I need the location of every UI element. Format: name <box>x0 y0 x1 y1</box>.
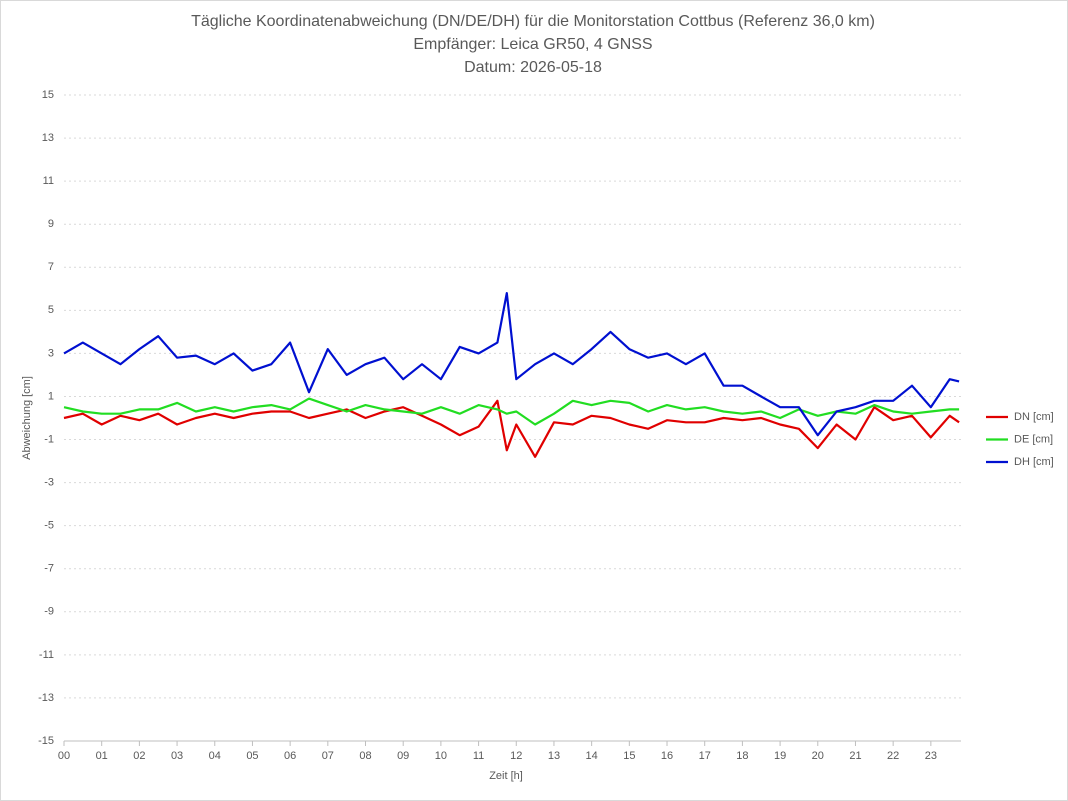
x-tick-label: 22 <box>887 750 899 762</box>
x-tick-label: 18 <box>736 750 748 762</box>
x-tick-label: 04 <box>209 750 221 762</box>
series-line <box>63 399 960 458</box>
chart-date: Datum: 2026-05-18 <box>464 59 602 76</box>
series-line <box>63 397 960 426</box>
x-tick-label: 06 <box>284 750 296 762</box>
x-tick-label: 14 <box>586 750 598 762</box>
y-tick-label: 3 <box>48 347 54 359</box>
y-tick-label: 9 <box>48 218 54 230</box>
chart-title: Tägliche Koordinatenabweichung (DN/DE/DH… <box>191 13 875 30</box>
y-tick-label: 5 <box>48 304 54 316</box>
series-line <box>63 292 960 437</box>
x-tick-label: 13 <box>548 750 560 762</box>
legend-label: DH [cm] <box>1014 456 1054 468</box>
x-tick-label: 23 <box>925 750 937 762</box>
y-axis-label: Abweichung [cm] <box>21 376 33 460</box>
x-tick-label: 17 <box>699 750 711 762</box>
y-tick-label: 15 <box>42 89 54 101</box>
y-tick-label: -11 <box>39 649 54 661</box>
y-tick-label: -5 <box>44 520 54 532</box>
x-tick-label: 10 <box>435 750 447 762</box>
y-tick-label: -9 <box>44 606 54 618</box>
y-tick-label: -1 <box>44 433 54 445</box>
x-tick-label: 07 <box>322 750 334 762</box>
y-tick-label: -3 <box>44 477 54 489</box>
x-tick-label: 15 <box>623 750 635 762</box>
x-tick-label: 03 <box>171 750 183 762</box>
y-tick-label: -15 <box>38 735 54 747</box>
x-tick-label: 11 <box>473 750 484 762</box>
x-tick-label: 05 <box>246 750 258 762</box>
x-tick-label: 02 <box>133 750 145 762</box>
x-tick-label: 09 <box>397 750 409 762</box>
y-tick-label: 1 <box>48 390 54 402</box>
x-tick-label: 12 <box>510 750 522 762</box>
x-tick-label: 00 <box>58 750 70 762</box>
y-tick-label: 11 <box>43 175 54 187</box>
x-tick-label: 16 <box>661 750 673 762</box>
y-tick-label: 7 <box>48 261 54 273</box>
chart-subtitle: Empfänger: Leica GR50, 4 GNSS <box>413 36 652 53</box>
legend-label: DE [cm] <box>1014 433 1053 445</box>
x-tick-label: 20 <box>812 750 824 762</box>
y-tick-label: -13 <box>38 692 54 704</box>
y-tick-label: -7 <box>44 563 54 575</box>
x-tick-label: 08 <box>359 750 371 762</box>
y-tick-label: 13 <box>42 132 54 144</box>
x-tick-label: 01 <box>96 750 108 762</box>
legend-label: DN [cm] <box>1014 411 1054 423</box>
x-tick-label: 19 <box>774 750 786 762</box>
x-tick-label: 21 <box>849 750 861 762</box>
x-axis-label: Zeit [h] <box>489 770 523 782</box>
